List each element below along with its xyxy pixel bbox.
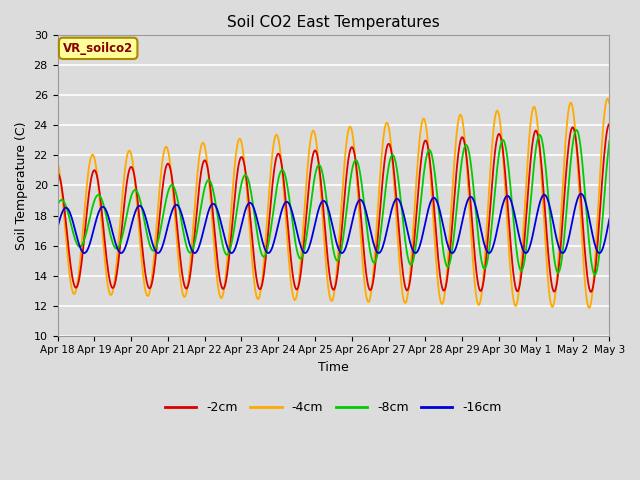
-2cm	[177, 256, 184, 262]
-2cm	[605, 121, 613, 127]
-4cm	[63, 252, 71, 258]
Text: VR_soilco2: VR_soilco2	[63, 42, 133, 55]
-16cm	[605, 216, 613, 222]
-2cm	[54, 170, 61, 176]
-16cm	[177, 207, 184, 213]
-2cm	[401, 280, 408, 286]
-4cm	[54, 159, 61, 165]
Line: -2cm: -2cm	[58, 124, 609, 292]
-4cm	[177, 276, 184, 282]
-8cm	[54, 202, 61, 208]
-8cm	[605, 138, 613, 144]
-4cm	[205, 184, 213, 190]
-8cm	[205, 178, 213, 183]
-4cm	[605, 101, 613, 107]
Y-axis label: Soil Temperature (C): Soil Temperature (C)	[15, 121, 28, 250]
-4cm	[120, 173, 128, 179]
-16cm	[120, 247, 128, 252]
-16cm	[205, 205, 213, 211]
Line: -4cm: -4cm	[58, 99, 609, 308]
Line: -8cm: -8cm	[58, 130, 609, 275]
-4cm	[401, 300, 408, 305]
-2cm	[120, 201, 128, 207]
-4cm	[604, 96, 612, 102]
-16cm	[401, 215, 408, 220]
-8cm	[573, 127, 580, 133]
-4cm	[586, 305, 593, 311]
-2cm	[205, 178, 213, 183]
-16cm	[417, 240, 424, 246]
X-axis label: Time: Time	[318, 361, 349, 374]
-8cm	[177, 212, 184, 217]
Legend: -2cm, -4cm, -8cm, -16cm: -2cm, -4cm, -8cm, -16cm	[160, 396, 507, 419]
-16cm	[596, 250, 604, 256]
-4cm	[417, 128, 424, 134]
-8cm	[401, 231, 408, 237]
-2cm	[587, 289, 595, 295]
-2cm	[63, 235, 71, 240]
-16cm	[63, 205, 71, 211]
-8cm	[591, 272, 598, 277]
-8cm	[120, 225, 128, 230]
Title: Soil CO2 East Temperatures: Soil CO2 East Temperatures	[227, 15, 440, 30]
Line: -16cm: -16cm	[58, 194, 609, 253]
-16cm	[54, 225, 61, 230]
-8cm	[63, 208, 71, 214]
-2cm	[417, 162, 424, 168]
-8cm	[417, 201, 424, 206]
-16cm	[577, 191, 585, 197]
